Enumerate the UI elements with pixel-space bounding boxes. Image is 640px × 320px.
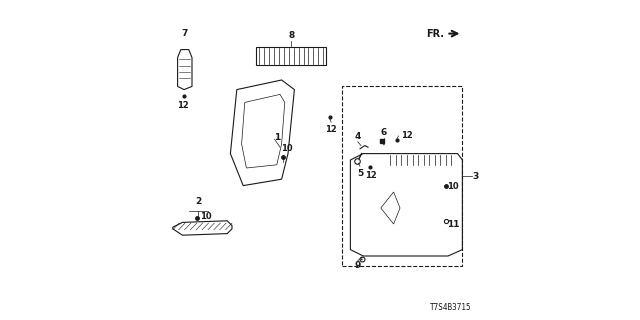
Text: 11: 11 bbox=[447, 220, 460, 229]
Text: 4: 4 bbox=[355, 132, 361, 141]
Text: 12: 12 bbox=[365, 171, 376, 180]
Text: 10: 10 bbox=[200, 212, 212, 221]
Text: 12: 12 bbox=[177, 101, 189, 110]
Text: 1: 1 bbox=[274, 133, 280, 142]
Text: 5: 5 bbox=[357, 169, 363, 178]
Text: 9: 9 bbox=[355, 261, 361, 270]
Text: 10: 10 bbox=[281, 144, 292, 153]
Text: T7S4B3715: T7S4B3715 bbox=[430, 303, 472, 312]
Text: 10: 10 bbox=[447, 182, 459, 191]
Text: 12: 12 bbox=[325, 125, 337, 134]
Bar bbox=[256, 47, 326, 65]
Bar bbox=[342, 86, 462, 266]
Text: 3: 3 bbox=[472, 172, 478, 180]
Text: 8: 8 bbox=[288, 31, 294, 40]
Text: 2: 2 bbox=[195, 197, 202, 206]
Text: 7: 7 bbox=[182, 29, 188, 38]
Text: 12: 12 bbox=[401, 131, 412, 140]
Text: FR.: FR. bbox=[426, 28, 444, 39]
Text: 6: 6 bbox=[381, 128, 387, 137]
